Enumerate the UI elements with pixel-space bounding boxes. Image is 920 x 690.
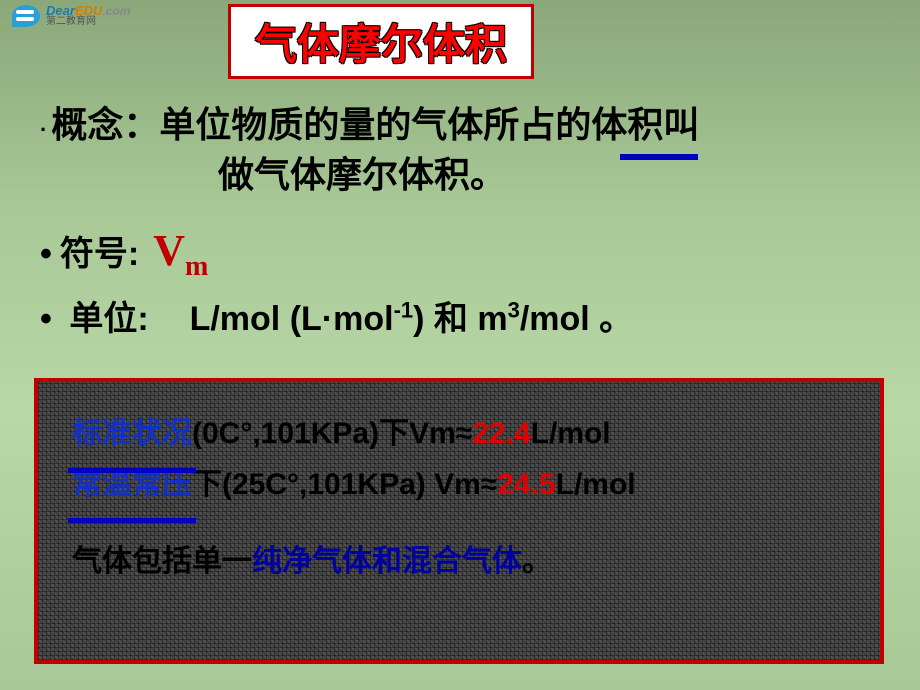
concept-body-1: 单位物质的量的气体所占的体积叫: [159, 104, 699, 145]
logo-suffix: .com: [102, 4, 130, 18]
unit-row: • 单位: L/mol (L·mol-1) 和 m3/mol 。: [40, 291, 890, 340]
logo-icon: [12, 5, 40, 27]
logo-text: DearEDU.com 第二教育网: [46, 4, 130, 27]
panel-line-1: 标准状况(0C°,101KPa)下Vm≈22.4L/mol: [72, 408, 852, 459]
ntp-tail: L/mol: [556, 468, 636, 501]
underline-ntp: [68, 518, 196, 523]
ntp-mid: 下(25C°,101KPa) Vm≈: [192, 468, 497, 501]
unit-t3: /mol 。: [520, 300, 633, 338]
stp-mid: (0C°,101KPa)下Vm≈: [192, 417, 472, 450]
stp-tail: L/mol: [531, 417, 611, 450]
underline-stp: [68, 468, 196, 473]
ntp-val: 24.5: [497, 468, 555, 501]
gas-pre: 气体包括单一: [72, 545, 252, 578]
panel-line-3: 气体包括单一纯净气体和混合气体。: [72, 536, 852, 587]
gas-suf: 。: [522, 545, 552, 578]
stp-label: 标准状况: [72, 417, 192, 450]
unit-t2: ) 和 m: [413, 300, 507, 338]
bullet-icon: •: [40, 300, 52, 338]
unit-sup2: 3: [508, 297, 520, 322]
gas-em: 纯净气体和混合气体: [252, 545, 522, 578]
concept-label: 概念：: [51, 104, 159, 145]
stp-val: 22.4: [472, 417, 530, 450]
unit-sup1: -1: [394, 297, 414, 322]
symbol-vm: Vm: [153, 225, 208, 283]
content-area: ·概念：单位物质的量的气体所占的体积叫 做气体摩尔体积。 • 符号: Vm • …: [40, 100, 890, 340]
logo: DearEDU.com 第二教育网: [12, 4, 130, 27]
slide-title: 气体摩尔体积: [228, 4, 534, 79]
unit-t1: L/mol (L·mol: [190, 300, 394, 338]
symbol-row: • 符号: Vm: [40, 225, 890, 283]
concept-line-1: ·概念：单位物质的量的气体所占的体积叫: [40, 100, 890, 150]
concept-line-2: 做气体摩尔体积。: [40, 150, 890, 200]
underline-gas: [620, 154, 698, 160]
symbol-label: 符号:: [60, 226, 139, 275]
logo-sub: 第二教育网: [46, 17, 130, 27]
bullet-icon: •: [40, 235, 52, 274]
unit-label: 单位:: [69, 300, 148, 338]
panel-line-2: 常温常压下(25C°,101KPa) Vm≈24.5L/mol: [72, 459, 852, 510]
